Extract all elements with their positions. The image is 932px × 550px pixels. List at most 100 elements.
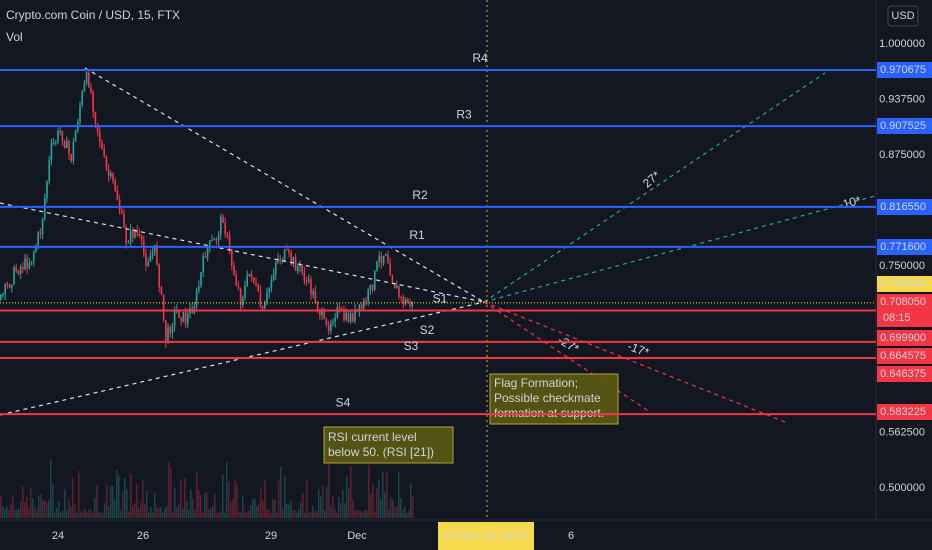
close-price: 0.708050: [880, 296, 926, 308]
volume-bar: [322, 484, 324, 518]
volume-bar: [176, 507, 178, 518]
candle-body: [213, 238, 215, 241]
candle-body: [363, 300, 365, 309]
volume-bar: [64, 489, 66, 518]
volume-bar: [296, 512, 298, 518]
level-price: 0.771600: [880, 241, 926, 253]
time-tick-label: Dec: [347, 530, 367, 542]
candle-body: [182, 312, 185, 322]
volume-bar: [180, 479, 182, 518]
candle-body: [83, 83, 86, 92]
candle-body: [332, 321, 334, 324]
candle-body: [299, 264, 301, 267]
price-tick-label: 1.000000: [879, 38, 925, 50]
time-tick-label: 24: [52, 530, 64, 542]
price-tick-label: 0.875000: [879, 149, 925, 161]
volume-bar: [78, 470, 80, 518]
candle-body: [33, 252, 35, 262]
level-name: R4: [472, 51, 488, 65]
level-price: 0.699900: [880, 332, 926, 344]
volume-bar: [162, 512, 164, 518]
volume-bar: [108, 506, 110, 518]
volume-bar: [320, 495, 322, 518]
volume-bar: [80, 511, 82, 518]
candle-body: [343, 310, 345, 320]
volume-bar: [368, 464, 370, 518]
volume-bar: [74, 504, 76, 518]
candle-body: [279, 258, 281, 261]
volume-bar: [98, 511, 100, 518]
candle-body: [8, 284, 11, 288]
volume-bar: [2, 506, 4, 518]
candle-body: [288, 249, 290, 253]
volume-bar: [376, 487, 378, 518]
volume-bar: [112, 486, 114, 518]
candle-body: [334, 317, 336, 322]
volume-bar: [50, 459, 52, 518]
candle-body: [246, 275, 248, 286]
volume-bar: [136, 483, 138, 518]
candle-body: [369, 284, 372, 290]
candle-body: [314, 291, 317, 304]
candle-body: [402, 296, 405, 304]
candle-body: [180, 318, 182, 322]
candle-body: [96, 123, 99, 132]
volume-bar: [216, 512, 218, 518]
volume-bar: [402, 508, 404, 518]
volume-bar: [48, 500, 50, 518]
volume-bar: [118, 475, 120, 518]
volume-bar: [184, 477, 186, 518]
volume-bar: [334, 508, 336, 518]
candle-body: [206, 247, 209, 258]
candle-body: [90, 87, 92, 93]
volume-bar: [356, 510, 358, 518]
candle-body: [312, 291, 314, 295]
volume-bar: [66, 509, 68, 518]
volume-bar: [274, 499, 276, 518]
volume-bar: [194, 509, 196, 518]
volume-bar: [10, 503, 12, 518]
candle-body: [70, 154, 72, 162]
time-tick-label: 29: [265, 530, 277, 542]
candle-body: [261, 306, 264, 309]
candle-body: [158, 264, 160, 288]
volume-bar: [130, 473, 132, 518]
volume-bar: [262, 500, 264, 518]
volume-bar: [302, 492, 304, 518]
symbol-title: Crypto.com Coin / USD, 15, FTX: [6, 8, 180, 22]
level-name: S4: [336, 395, 351, 409]
candle-body: [341, 308, 343, 311]
candle-body: [308, 279, 310, 282]
volume-bar: [82, 511, 84, 518]
candle-body: [409, 302, 411, 307]
candle-body: [79, 105, 81, 122]
volume-bar: [292, 510, 294, 518]
volume-bar: [348, 488, 350, 518]
volume-bar: [298, 509, 300, 518]
volume-bar: [208, 508, 210, 518]
volume-bar: [76, 512, 78, 518]
candle-body: [17, 270, 20, 275]
volume-bar: [266, 508, 268, 518]
candle-body: [50, 143, 53, 160]
candle-body: [162, 294, 165, 321]
candle-body: [345, 313, 347, 320]
candle-body: [85, 72, 88, 84]
candle-body: [272, 273, 275, 280]
price-tick-label: 0.937500: [879, 93, 925, 105]
volume-bar: [220, 511, 222, 518]
volume-bar: [346, 475, 348, 518]
candle-body: [165, 320, 167, 343]
volume-bar: [86, 511, 88, 518]
volume-bar: [242, 496, 244, 518]
currency-button[interactable]: [887, 5, 919, 27]
crosshair-time: 03 Dec '21 23:00: [445, 530, 528, 542]
candle-body: [74, 131, 77, 142]
candle-body: [360, 304, 363, 309]
volume-bar: [6, 505, 8, 518]
currency[interactable]: USD: [891, 10, 914, 22]
candle-body: [400, 296, 402, 298]
volume-bar: [174, 487, 176, 518]
candle-body: [55, 141, 57, 144]
volume-bar: [358, 510, 360, 518]
